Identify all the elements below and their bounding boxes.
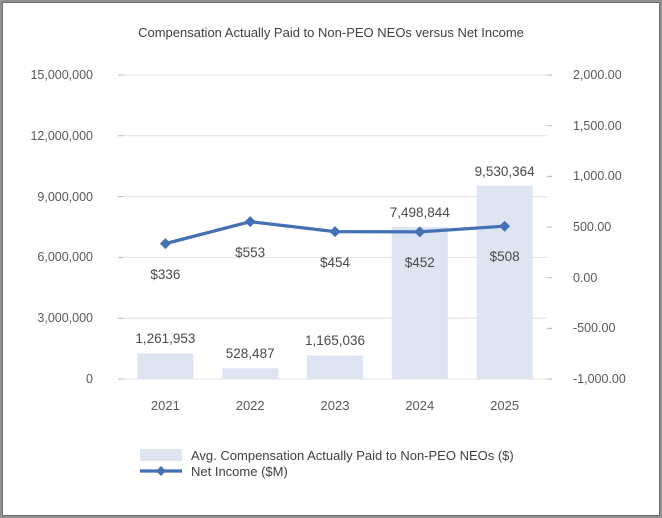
legend-item-bar-series: Avg. Compensation Actually Paid to Non-P… <box>140 447 514 463</box>
legend-label-bar-series: Avg. Compensation Actually Paid to Non-P… <box>191 447 514 463</box>
net-income-marker <box>159 238 171 250</box>
bar-2021 <box>137 353 194 379</box>
legend-label-line-series: Net Income ($M) <box>191 463 288 479</box>
legend-item-line-series: Net Income ($M) <box>140 463 514 479</box>
bar-2022 <box>222 368 279 379</box>
bar-series-swatch-icon <box>140 449 182 461</box>
net-income-marker <box>244 216 256 228</box>
line-series-swatch-icon <box>140 466 182 476</box>
chart-legend: Avg. Compensation Actually Paid to Non-P… <box>140 447 514 479</box>
bar-2024 <box>391 227 448 379</box>
net-income-marker <box>499 220 511 232</box>
legend-diamond-marker-icon <box>156 466 166 476</box>
bar-2025 <box>476 185 533 379</box>
net-income-marker <box>414 226 426 238</box>
net-income-marker <box>329 226 341 238</box>
chart-title: Compensation Actually Paid to Non-PEO NE… <box>138 25 524 40</box>
bar-2023 <box>307 355 363 379</box>
